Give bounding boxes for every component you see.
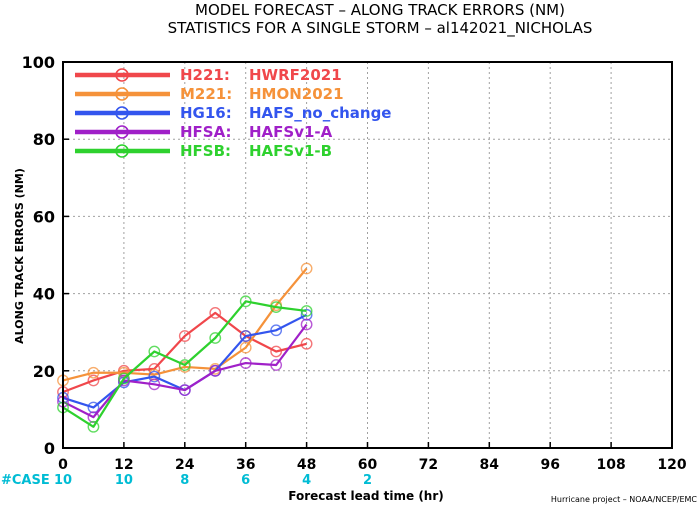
- data-point: [87, 374, 100, 387]
- series-hafsv1-b: [57, 295, 313, 433]
- y-tick-label: 80: [33, 130, 55, 149]
- data-point: [148, 378, 161, 391]
- y-axis-label: ALONG TRACK ERRORS (NM): [13, 168, 26, 344]
- y-tick-label: 40: [33, 285, 55, 304]
- x-tick-label: 60: [358, 457, 378, 473]
- series-hmon2021: [57, 262, 313, 387]
- legend-item: H221: HWRF2021: [75, 66, 342, 84]
- data-point: [178, 330, 191, 342]
- data-point: [148, 370, 161, 383]
- grid-lines: [63, 62, 672, 448]
- data-point: [239, 295, 252, 308]
- x-tick-label: 12: [114, 457, 133, 473]
- x-axis-label: Forecast lead time (hr): [288, 489, 444, 503]
- legend-model-name: HAFSv1-A: [249, 123, 333, 141]
- case-count: 6: [241, 473, 250, 488]
- x-tick-label: 96: [540, 457, 559, 473]
- legend-code: HFSB:: [180, 142, 231, 160]
- data-point: [87, 420, 100, 433]
- legend-item: HFSA: HAFSv1-A: [75, 123, 333, 141]
- legend-item: HG16: HAFS_no_change: [75, 104, 391, 122]
- data-point: [239, 341, 252, 354]
- data-point: [87, 401, 100, 414]
- chart-title: MODEL FORECAST – ALONG TRACK ERRORS (NM): [195, 1, 565, 19]
- case-count: 4: [302, 473, 311, 488]
- y-tick-label: 0: [44, 439, 55, 458]
- y-tick-label: 100: [22, 53, 55, 72]
- case-counts: 10 10 8 6 4 2: [54, 473, 372, 488]
- data-point: [87, 366, 100, 379]
- data-point: [300, 318, 313, 331]
- legend-code: HG16:: [180, 104, 232, 122]
- data-point: [300, 305, 313, 317]
- axis-ticks: 0 12 24 36 48 60 72 84 96 108 120 0 20 40 60 80 100: [22, 53, 687, 473]
- case-count: 2: [363, 473, 372, 488]
- data-point: [270, 345, 283, 358]
- data-point: [300, 337, 313, 350]
- data-point: [239, 357, 252, 369]
- data-point: [178, 359, 191, 371]
- legend-swatch-marker: [115, 68, 129, 82]
- legend-code: M221:: [180, 85, 232, 103]
- data-point: [118, 372, 130, 385]
- data-point: [209, 332, 222, 344]
- legend-swatch-marker: [115, 144, 129, 158]
- x-tick-label: 84: [480, 457, 500, 473]
- data-point: [300, 308, 313, 321]
- case-count: 10: [115, 473, 133, 488]
- x-tick-label: 48: [297, 457, 316, 473]
- series-lines: [57, 262, 313, 433]
- case-count: 10: [54, 473, 72, 488]
- legend: H221: HWRF2021 M221: HMON2021 HG16: HAFS_no_c…: [75, 66, 391, 160]
- series-line: [62, 311, 307, 394]
- plot-frame: [62, 61, 673, 449]
- series-line: [62, 267, 308, 382]
- legend-item: M221: HMON2021: [75, 85, 344, 103]
- data-point: [300, 262, 313, 275]
- y-tick-label: 60: [33, 207, 55, 226]
- case-count: 8: [180, 473, 189, 488]
- case-label: #CASE: [1, 473, 50, 488]
- x-tick-label: 0: [58, 457, 68, 473]
- legend-swatch-marker: [115, 125, 129, 139]
- data-point: [178, 384, 191, 396]
- chart-subtitle: STATISTICS FOR A SINGLE STORM – al142021…: [168, 19, 593, 38]
- legend-model-name: HMON2021: [249, 85, 344, 103]
- x-tick-label: 120: [657, 457, 686, 473]
- data-point: [209, 306, 222, 319]
- legend-code: HFSA:: [180, 123, 232, 141]
- series-line: [62, 323, 308, 419]
- credit-text: Hurricane project – NOAA/NCEP/EMC: [551, 495, 698, 504]
- legend-model-name: HWRF2021: [249, 66, 342, 84]
- legend-model-name: HAFSv1-B: [249, 142, 332, 160]
- y-tick-label: 20: [33, 362, 55, 381]
- data-point: [270, 359, 283, 371]
- x-tick-label: 36: [236, 457, 255, 473]
- legend-code: H221:: [180, 66, 230, 84]
- data-point: [148, 345, 161, 358]
- x-tick-label: 108: [596, 457, 625, 473]
- data-point: [270, 324, 283, 337]
- legend-swatch-marker: [115, 87, 129, 101]
- data-point: [209, 364, 222, 377]
- legend-model-name: HAFS_no_change: [249, 104, 391, 122]
- data-point: [239, 330, 252, 342]
- data-point: [270, 301, 283, 314]
- x-tick-label: 72: [419, 457, 438, 473]
- legend-item: HFSB: HAFSv1-B: [75, 142, 332, 160]
- x-tick-label: 24: [175, 457, 195, 473]
- series-line: [62, 300, 307, 428]
- legend-swatch-marker: [115, 106, 129, 120]
